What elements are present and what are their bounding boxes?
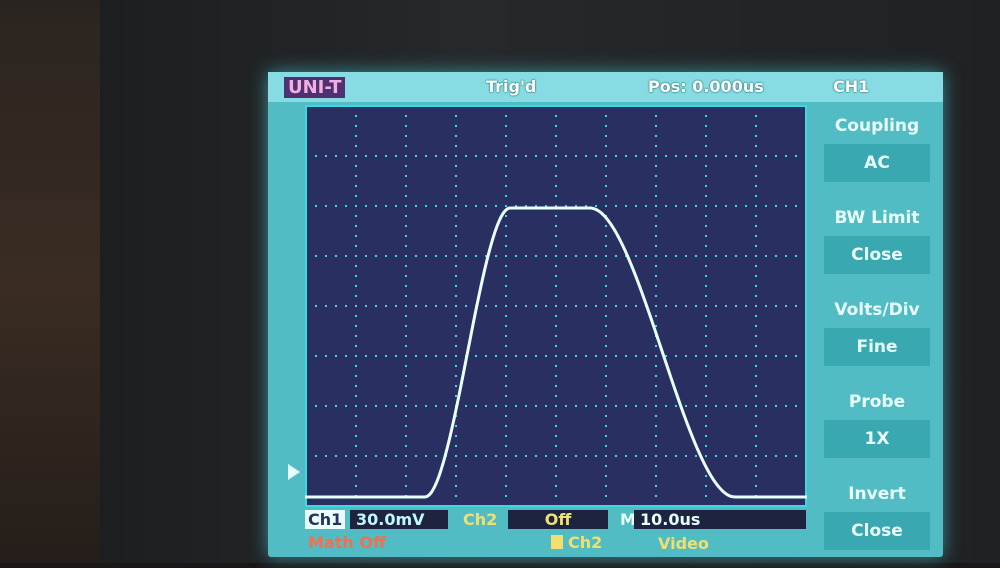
horizontal-position: Pos: 0.000us	[648, 77, 764, 96]
menu-label: Coupling	[834, 116, 920, 136]
menu-label: Volts/Div	[834, 300, 920, 320]
oscilloscope-screen: UNI-T Trig'd Pos: 0.000us CH1 Coupling AC…	[268, 72, 943, 557]
ground-marker	[288, 464, 300, 480]
menu-volts-div[interactable]: Volts/Div Fine	[818, 292, 936, 378]
timebase-label: M	[620, 510, 636, 529]
trigger-mode: Video	[658, 534, 709, 553]
trigger-status: Trig'd	[486, 77, 537, 96]
graticule	[305, 105, 807, 507]
channel-menu: Coupling AC BW Limit Close Volts/Div Fine P…	[818, 108, 936, 568]
menu-coupling[interactable]: Coupling AC	[818, 108, 936, 194]
ch2-scale: Off	[508, 510, 608, 529]
ch2-label: Ch2	[463, 510, 498, 529]
timebase: 10.0us	[634, 510, 806, 529]
menu-label: BW Limit	[834, 208, 920, 228]
top-status-bar: UNI-T Trig'd Pos: 0.000us CH1	[268, 72, 943, 102]
menu-value: AC	[824, 144, 930, 182]
menu-label: Invert	[848, 484, 906, 504]
math-status: Math Off	[308, 533, 386, 552]
brand-logo: UNI-T	[284, 77, 346, 98]
background	[0, 0, 110, 563]
menu-probe[interactable]: Probe 1X	[818, 384, 936, 470]
menu-value: Close	[824, 236, 930, 274]
trigger-icon	[551, 535, 563, 549]
waveform-display	[305, 105, 807, 507]
menu-bw-limit[interactable]: BW Limit Close	[818, 200, 936, 286]
ch1-label: Ch1	[305, 510, 346, 529]
menu-value: Fine	[824, 328, 930, 366]
menu-value: 1X	[824, 420, 930, 458]
ch1-scale: 30.0mV	[350, 510, 448, 529]
trigger-source: Ch2	[568, 533, 603, 552]
menu-value: Close	[824, 512, 930, 550]
active-channel: CH1	[833, 77, 870, 96]
ch1-waveform	[305, 206, 807, 499]
menu-invert[interactable]: Invert Close	[818, 476, 936, 562]
graticule-border	[305, 105, 807, 507]
menu-label: Probe	[848, 392, 906, 412]
